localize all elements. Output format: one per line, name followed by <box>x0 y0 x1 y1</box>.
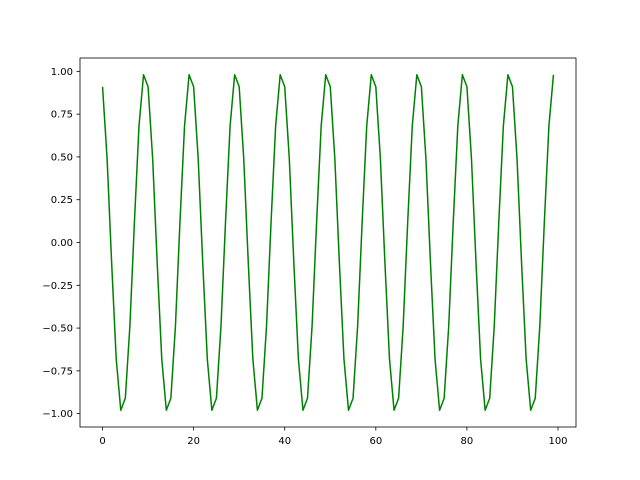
x-tick-label: 60 <box>369 436 382 447</box>
y-tick-label: −0.50 <box>42 324 73 335</box>
x-tick-label: 0 <box>99 436 105 447</box>
x-axis: 0 20 40 60 80 100 <box>99 427 568 447</box>
x-tick-label: 40 <box>278 436 291 447</box>
y-tick-label: 0.00 <box>51 238 73 249</box>
y-tick-label: 0.25 <box>51 195 73 206</box>
x-tick-label: 80 <box>461 436 474 447</box>
plot-area <box>101 74 555 411</box>
y-tick-label: 1.00 <box>51 67 73 78</box>
series-line <box>101 74 555 411</box>
x-tick-label: 20 <box>187 436 200 447</box>
y-axis: −1.00 −0.75 −0.50 −0.25 0.00 0.25 0.50 0.75 1.00 <box>42 67 80 420</box>
y-tick-label: 0.50 <box>51 152 73 163</box>
y-tick-label: 0.75 <box>51 110 73 121</box>
y-tick-label: −0.25 <box>42 281 73 292</box>
y-tick-label: −0.75 <box>42 366 73 377</box>
x-tick-label: 100 <box>548 436 567 447</box>
y-tick-label: −1.00 <box>42 409 73 420</box>
axes-frame <box>79 57 577 428</box>
